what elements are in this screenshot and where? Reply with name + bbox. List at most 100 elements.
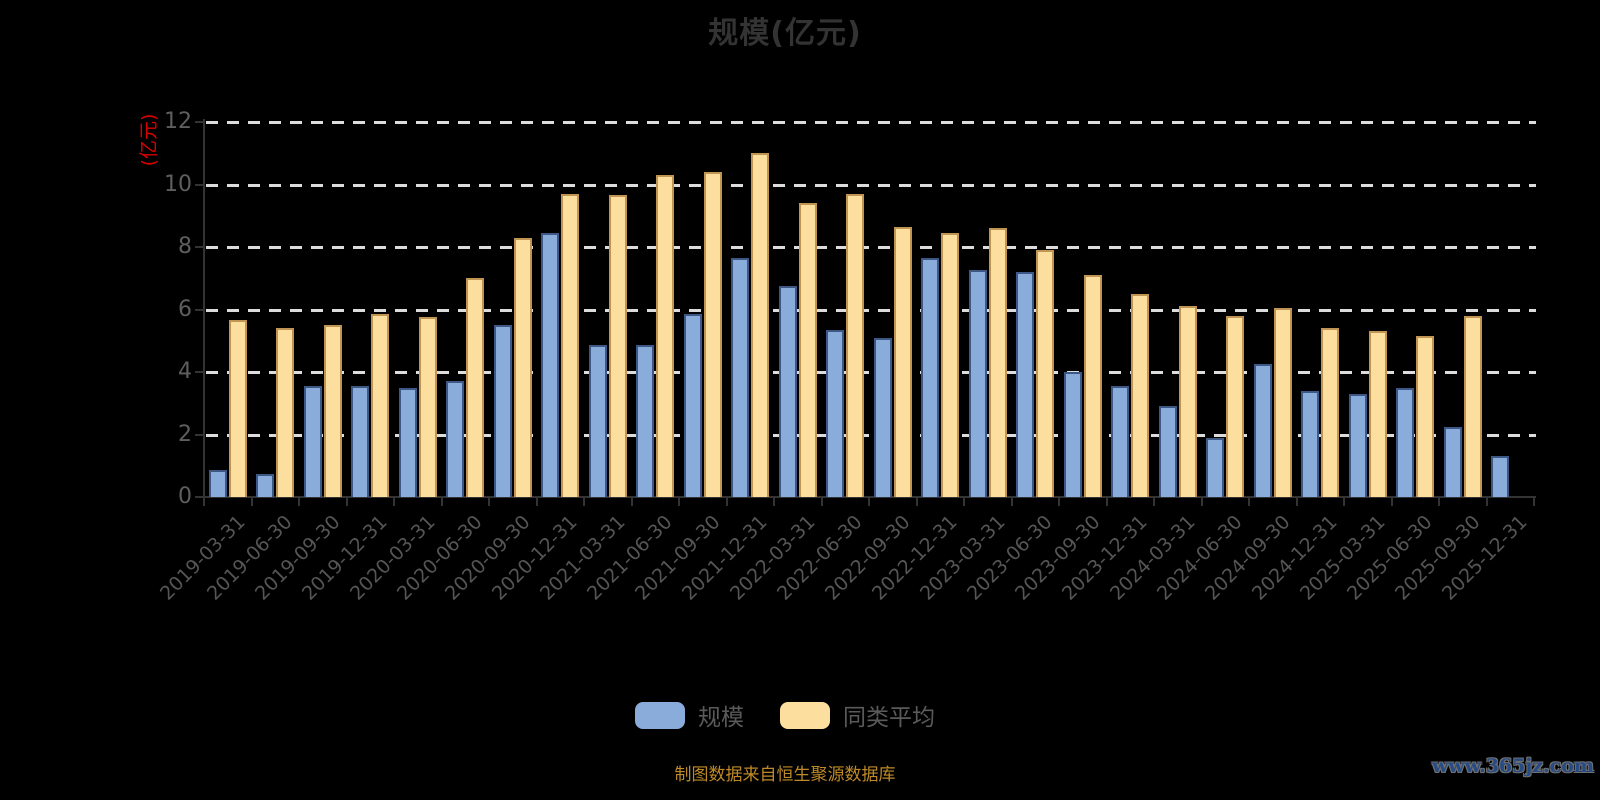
x-axis-tick bbox=[868, 497, 870, 506]
x-axis-tick bbox=[1485, 497, 1488, 506]
bar-scale[interactable] bbox=[1111, 386, 1130, 497]
y-axis-tick bbox=[195, 121, 203, 123]
bar-peer-average[interactable] bbox=[608, 195, 627, 497]
bar-scale[interactable] bbox=[826, 329, 845, 497]
bar-scale[interactable] bbox=[493, 325, 512, 497]
y-axis-line bbox=[203, 119, 205, 498]
bar-peer-average[interactable] bbox=[561, 193, 580, 497]
bar-peer-average[interactable] bbox=[1178, 306, 1197, 497]
legend-item-peer-average[interactable]: 同类平均 bbox=[780, 698, 935, 732]
x-axis-tick bbox=[488, 497, 490, 506]
bar-scale[interactable] bbox=[1206, 437, 1225, 497]
x-axis-tick bbox=[1200, 497, 1203, 506]
bar-scale[interactable] bbox=[1253, 364, 1272, 497]
bar-scale[interactable] bbox=[1348, 393, 1367, 497]
bar-scale[interactable] bbox=[1443, 426, 1462, 497]
bar-scale[interactable] bbox=[968, 270, 987, 497]
bar-scale[interactable] bbox=[778, 286, 797, 497]
y-axis-tick bbox=[195, 371, 203, 373]
x-axis-tick bbox=[963, 497, 965, 506]
bar-peer-average[interactable] bbox=[1321, 328, 1340, 497]
x-axis-tick bbox=[440, 497, 443, 506]
gridline bbox=[206, 246, 1536, 249]
legend-swatch-peer-average bbox=[780, 701, 830, 729]
bar-scale[interactable] bbox=[398, 387, 417, 497]
bar-scale[interactable] bbox=[873, 337, 892, 497]
y-axis-tick bbox=[195, 246, 203, 248]
x-axis-tick bbox=[630, 497, 633, 506]
bar-peer-average[interactable] bbox=[1463, 315, 1482, 497]
bar-scale[interactable] bbox=[303, 386, 322, 497]
x-axis-tick bbox=[1343, 497, 1345, 506]
gridline bbox=[206, 371, 1536, 374]
bar-peer-average[interactable] bbox=[1131, 293, 1150, 497]
x-axis-tick bbox=[1153, 497, 1155, 506]
bar-peer-average[interactable] bbox=[1368, 331, 1387, 497]
x-axis-tick bbox=[535, 497, 538, 506]
x-axis-tick bbox=[773, 497, 775, 506]
y-axis-tick-label: 12 bbox=[164, 109, 192, 134]
bar-scale[interactable] bbox=[351, 386, 370, 497]
bar-peer-average[interactable] bbox=[941, 232, 960, 497]
bar-peer-average[interactable] bbox=[466, 278, 485, 497]
bar-scale[interactable] bbox=[256, 473, 275, 497]
x-axis-tick bbox=[298, 497, 300, 506]
gridline bbox=[206, 183, 1536, 187]
bar-peer-average[interactable] bbox=[1036, 250, 1055, 497]
x-axis-tick bbox=[1295, 497, 1298, 506]
bar-scale[interactable] bbox=[1396, 387, 1415, 497]
bar-scale[interactable] bbox=[1063, 372, 1082, 497]
bar-scale[interactable] bbox=[1158, 406, 1177, 497]
bar-scale[interactable] bbox=[588, 345, 607, 497]
x-axis-tick bbox=[583, 497, 585, 506]
bar-scale[interactable] bbox=[683, 314, 702, 497]
source-note: 制图数据来自恒生聚源数据库 bbox=[674, 765, 896, 785]
bar-scale[interactable] bbox=[1491, 456, 1510, 497]
bar-scale[interactable] bbox=[446, 381, 465, 497]
bar-scale[interactable] bbox=[636, 345, 655, 497]
bar-peer-average[interactable] bbox=[751, 153, 770, 497]
bar-peer-average[interactable] bbox=[656, 175, 675, 497]
gridline bbox=[206, 433, 1536, 437]
x-axis-tick bbox=[1058, 497, 1060, 506]
x-axis-tick bbox=[678, 497, 680, 506]
bar-peer-average[interactable] bbox=[1416, 336, 1435, 497]
bar-peer-average[interactable] bbox=[513, 237, 532, 497]
legend-label-scale: 规模 bbox=[698, 705, 744, 731]
y-axis-tick-label: 10 bbox=[164, 171, 192, 197]
bar-peer-average[interactable] bbox=[418, 317, 437, 497]
bar-scale[interactable] bbox=[921, 257, 940, 497]
bar-peer-average[interactable] bbox=[703, 172, 722, 497]
y-axis-tick-label: 6 bbox=[178, 296, 192, 322]
x-axis-tick bbox=[1105, 497, 1108, 506]
bar-scale[interactable] bbox=[731, 257, 750, 497]
bar-scale[interactable] bbox=[541, 232, 560, 497]
legend-swatch-scale bbox=[635, 701, 685, 729]
chart-title: 规模(亿元) bbox=[708, 16, 862, 51]
y-axis-tick bbox=[195, 496, 203, 498]
legend-label-peer-average: 同类平均 bbox=[843, 705, 935, 731]
y-axis-tick-label: 2 bbox=[178, 421, 192, 447]
x-axis-tick bbox=[820, 497, 823, 506]
bar-peer-average[interactable] bbox=[1273, 307, 1292, 497]
bar-peer-average[interactable] bbox=[893, 226, 912, 497]
x-axis-tick bbox=[250, 497, 253, 506]
bar-peer-average[interactable] bbox=[323, 325, 342, 497]
x-axis-tick bbox=[1010, 497, 1013, 506]
bar-peer-average[interactable] bbox=[798, 203, 817, 497]
bar-peer-average[interactable] bbox=[846, 193, 865, 497]
bar-scale[interactable] bbox=[1301, 390, 1320, 497]
bar-scale[interactable] bbox=[208, 470, 227, 497]
y-axis-tick-label: 0 bbox=[178, 484, 192, 509]
bar-scale[interactable] bbox=[1016, 272, 1035, 497]
bar-peer-average[interactable] bbox=[1226, 315, 1245, 497]
bar-peer-average[interactable] bbox=[988, 228, 1007, 497]
x-axis-tick bbox=[1248, 497, 1250, 506]
legend-item-scale[interactable]: 规模 bbox=[635, 698, 744, 732]
bar-peer-average[interactable] bbox=[371, 314, 390, 497]
bar-peer-average[interactable] bbox=[228, 320, 247, 497]
y-axis-tick-label: 8 bbox=[178, 234, 192, 259]
bar-peer-average[interactable] bbox=[1083, 275, 1102, 497]
bar-peer-average[interactable] bbox=[276, 328, 295, 497]
